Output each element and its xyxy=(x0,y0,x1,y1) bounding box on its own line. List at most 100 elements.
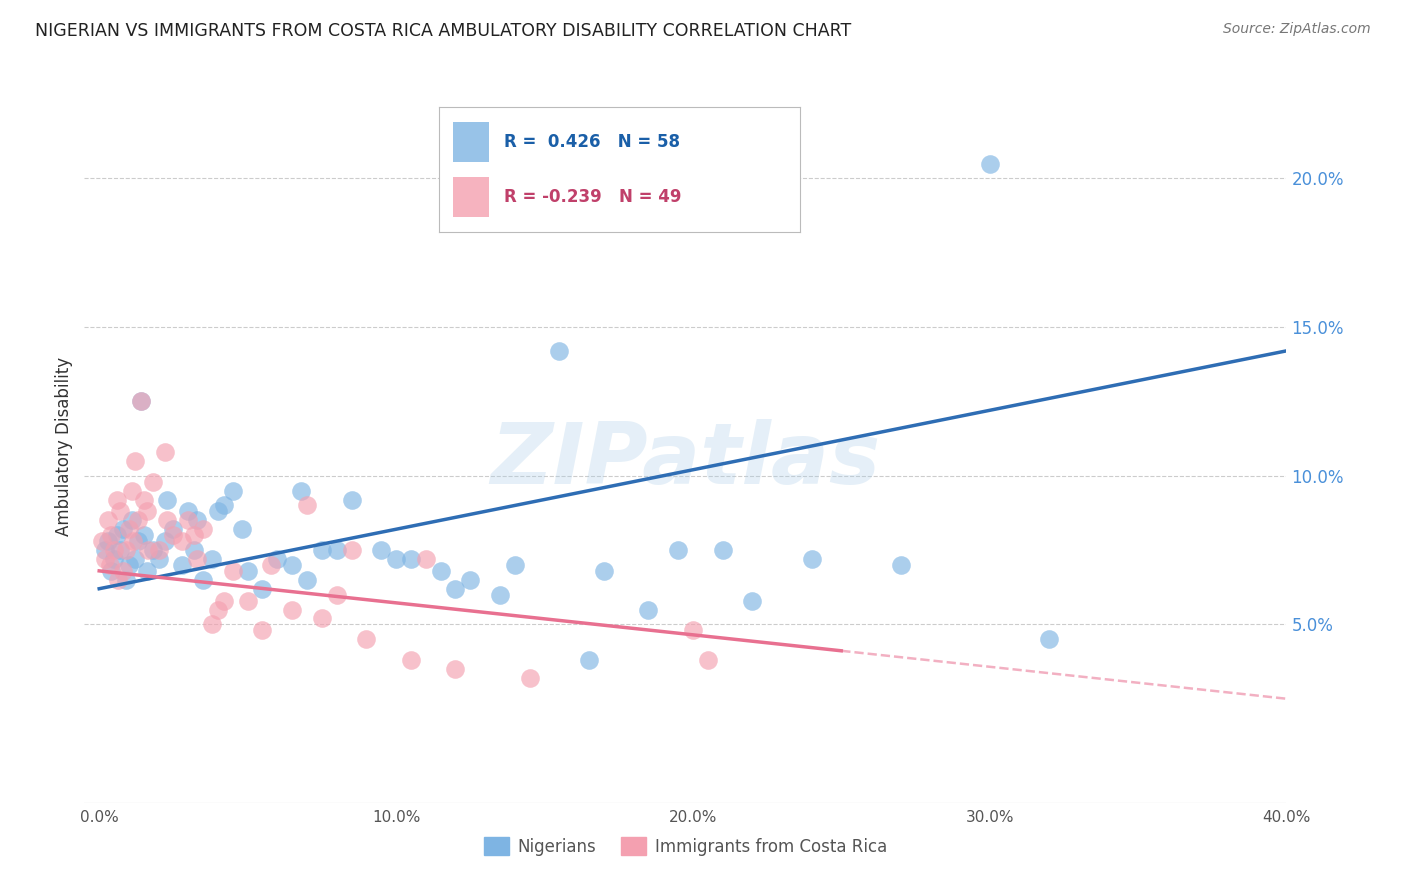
Point xyxy=(260,558,283,572)
Point xyxy=(94,543,117,558)
Point xyxy=(97,534,120,549)
Point xyxy=(458,573,481,587)
Point xyxy=(295,573,318,587)
Point xyxy=(444,662,467,676)
Point xyxy=(385,552,408,566)
Point xyxy=(741,593,763,607)
Point xyxy=(162,522,184,536)
Point xyxy=(105,492,128,507)
Point xyxy=(111,564,134,578)
Point xyxy=(325,588,347,602)
Point xyxy=(519,671,541,685)
Point xyxy=(399,653,422,667)
Point xyxy=(356,632,378,647)
Point xyxy=(172,558,194,572)
Point xyxy=(236,593,259,607)
Point xyxy=(503,558,526,572)
Point xyxy=(100,564,122,578)
Point xyxy=(100,528,122,542)
Point xyxy=(222,483,245,498)
Point xyxy=(135,504,157,518)
Text: NIGERIAN VS IMMIGRANTS FROM COSTA RICA AMBULATORY DISABILITY CORRELATION CHART: NIGERIAN VS IMMIGRANTS FROM COSTA RICA A… xyxy=(35,22,852,40)
Point xyxy=(148,543,170,558)
Point xyxy=(231,522,253,536)
Point xyxy=(127,513,149,527)
Point xyxy=(340,492,363,507)
Point xyxy=(115,573,138,587)
Point xyxy=(578,653,600,667)
Point xyxy=(127,534,149,549)
Point xyxy=(108,543,131,558)
Point xyxy=(124,454,146,468)
Point xyxy=(711,543,734,558)
Point xyxy=(136,543,159,558)
Point xyxy=(290,483,312,498)
Point xyxy=(118,522,141,536)
Point xyxy=(129,394,152,409)
Point xyxy=(121,483,143,498)
Point xyxy=(148,552,170,566)
Point xyxy=(118,558,141,572)
Point xyxy=(135,564,157,578)
Point xyxy=(186,513,208,527)
Point xyxy=(177,513,200,527)
Point xyxy=(172,534,194,549)
Point xyxy=(592,564,614,578)
Point xyxy=(98,558,121,572)
Point xyxy=(91,534,114,549)
Point xyxy=(191,573,214,587)
Point xyxy=(107,573,129,587)
Point xyxy=(666,543,689,558)
Point xyxy=(325,543,347,558)
Text: Source: ZipAtlas.com: Source: ZipAtlas.com xyxy=(1223,22,1371,37)
Point xyxy=(266,552,288,566)
Point xyxy=(183,528,205,542)
Point xyxy=(295,499,318,513)
Point xyxy=(124,552,146,566)
Point xyxy=(212,593,235,607)
Point xyxy=(153,445,176,459)
Point xyxy=(156,492,179,507)
Point xyxy=(222,564,245,578)
Point xyxy=(252,624,274,638)
Point xyxy=(103,552,125,566)
Point xyxy=(191,522,214,536)
Legend: Nigerians, Immigrants from Costa Rica: Nigerians, Immigrants from Costa Rica xyxy=(478,830,893,863)
Point xyxy=(236,564,259,578)
Point xyxy=(1038,632,1060,647)
Point xyxy=(115,543,138,558)
Point xyxy=(132,492,155,507)
Point xyxy=(890,558,912,572)
Point xyxy=(252,582,274,596)
Point xyxy=(207,504,229,518)
Point xyxy=(444,582,467,596)
Point xyxy=(489,588,512,602)
Point xyxy=(156,513,179,527)
Point xyxy=(129,394,152,409)
Point xyxy=(281,602,304,616)
Point xyxy=(682,624,704,638)
Point xyxy=(111,522,134,536)
Point xyxy=(637,602,659,616)
Point xyxy=(177,504,200,518)
Point xyxy=(696,653,718,667)
Point xyxy=(103,543,125,558)
Point xyxy=(186,552,208,566)
Point xyxy=(94,552,117,566)
Point xyxy=(212,499,235,513)
Point xyxy=(429,564,451,578)
Point xyxy=(142,475,165,489)
Y-axis label: Ambulatory Disability: Ambulatory Disability xyxy=(55,357,73,535)
Point xyxy=(415,552,437,566)
Point xyxy=(311,543,333,558)
Point xyxy=(281,558,304,572)
Point xyxy=(370,543,392,558)
Point xyxy=(97,513,120,527)
Point xyxy=(207,602,229,616)
Point xyxy=(132,528,155,542)
Point xyxy=(142,543,165,558)
Point xyxy=(979,156,1001,170)
Text: ZIPatlas: ZIPatlas xyxy=(491,418,880,502)
Point xyxy=(122,534,145,549)
Point xyxy=(183,543,205,558)
